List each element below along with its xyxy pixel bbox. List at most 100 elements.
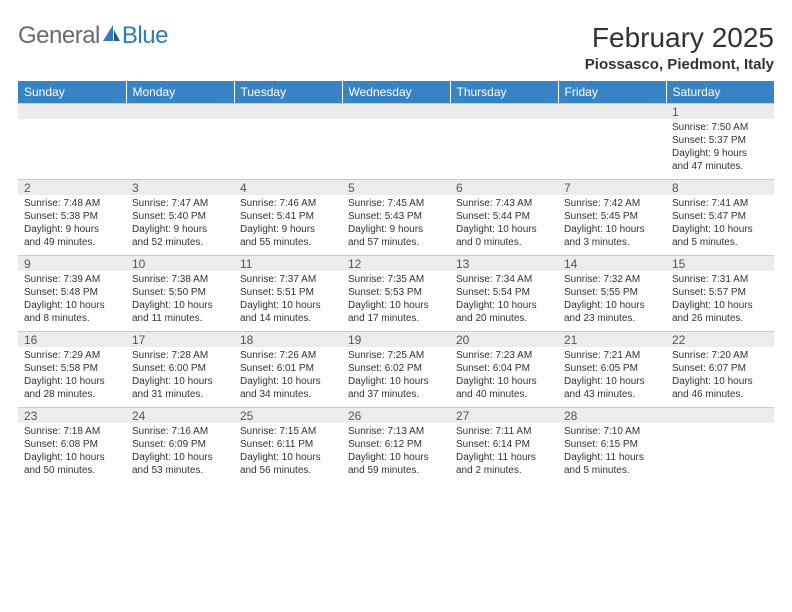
detail-line: Sunset: 5:48 PM xyxy=(24,286,120,299)
detail-line: Sunset: 5:47 PM xyxy=(672,210,768,223)
week-row: 2Sunrise: 7:48 AMSunset: 5:38 PMDaylight… xyxy=(18,179,774,255)
detail-line: and 5 minutes. xyxy=(672,236,768,249)
day-number: 19 xyxy=(342,331,450,347)
detail-line: Daylight: 10 hours xyxy=(564,299,660,312)
detail-line: and 28 minutes. xyxy=(24,388,120,401)
day-cell: 22Sunrise: 7:20 AMSunset: 6:07 PMDayligh… xyxy=(666,331,774,407)
day-details: Sunrise: 7:34 AMSunset: 5:54 PMDaylight:… xyxy=(450,271,558,331)
day-cell: 5Sunrise: 7:45 AMSunset: 5:43 PMDaylight… xyxy=(342,179,450,255)
day-number: 7 xyxy=(558,179,666,195)
day-details: Sunrise: 7:25 AMSunset: 6:02 PMDaylight:… xyxy=(342,347,450,407)
detail-line xyxy=(672,451,768,464)
day-cell xyxy=(558,103,666,179)
detail-line: Sunrise: 7:43 AM xyxy=(456,197,552,210)
day-details: Sunrise: 7:46 AMSunset: 5:41 PMDaylight:… xyxy=(234,195,342,255)
day-cell: 11Sunrise: 7:37 AMSunset: 5:51 PMDayligh… xyxy=(234,255,342,331)
detail-line: Sunset: 5:44 PM xyxy=(456,210,552,223)
day-number: 15 xyxy=(666,255,774,271)
detail-line: and 2 minutes. xyxy=(456,464,552,477)
detail-line: Sunrise: 7:35 AM xyxy=(348,273,444,286)
day-number: 2 xyxy=(18,179,126,195)
detail-line: Sunset: 5:55 PM xyxy=(564,286,660,299)
day-number: 21 xyxy=(558,331,666,347)
week-row: 23Sunrise: 7:18 AMSunset: 6:08 PMDayligh… xyxy=(18,407,774,483)
detail-line: and 55 minutes. xyxy=(240,236,336,249)
day-details: Sunrise: 7:42 AMSunset: 5:45 PMDaylight:… xyxy=(558,195,666,255)
day-cell: 3Sunrise: 7:47 AMSunset: 5:40 PMDaylight… xyxy=(126,179,234,255)
day-number xyxy=(234,103,342,119)
detail-line: and 8 minutes. xyxy=(24,312,120,325)
detail-line: Sunset: 6:05 PM xyxy=(564,362,660,375)
detail-line xyxy=(564,160,660,173)
detail-line: Sunrise: 7:20 AM xyxy=(672,349,768,362)
day-cell xyxy=(450,103,558,179)
day-details xyxy=(234,119,342,179)
day-number: 5 xyxy=(342,179,450,195)
detail-line xyxy=(672,438,768,451)
day-number: 17 xyxy=(126,331,234,347)
detail-line xyxy=(564,121,660,134)
day-number xyxy=(126,103,234,119)
day-details: Sunrise: 7:29 AMSunset: 5:58 PMDaylight:… xyxy=(18,347,126,407)
sail-icon xyxy=(100,23,122,50)
day-cell xyxy=(666,407,774,483)
detail-line: Sunset: 6:09 PM xyxy=(132,438,228,451)
detail-line: and 47 minutes. xyxy=(672,160,768,173)
detail-line: Sunset: 6:00 PM xyxy=(132,362,228,375)
detail-line: Sunset: 6:07 PM xyxy=(672,362,768,375)
day-cell: 16Sunrise: 7:29 AMSunset: 5:58 PMDayligh… xyxy=(18,331,126,407)
detail-line: and 34 minutes. xyxy=(240,388,336,401)
detail-line: Daylight: 10 hours xyxy=(348,299,444,312)
detail-line: Daylight: 9 hours xyxy=(672,147,768,160)
day-details xyxy=(18,119,126,179)
day-details xyxy=(342,119,450,179)
detail-line xyxy=(672,425,768,438)
detail-line: Sunset: 5:45 PM xyxy=(564,210,660,223)
detail-line: Daylight: 10 hours xyxy=(672,375,768,388)
day-number xyxy=(450,103,558,119)
day-cell: 12Sunrise: 7:35 AMSunset: 5:53 PMDayligh… xyxy=(342,255,450,331)
detail-line: and 20 minutes. xyxy=(456,312,552,325)
detail-line xyxy=(348,147,444,160)
day-number: 3 xyxy=(126,179,234,195)
detail-line: Daylight: 10 hours xyxy=(564,375,660,388)
day-cell: 7Sunrise: 7:42 AMSunset: 5:45 PMDaylight… xyxy=(558,179,666,255)
detail-line xyxy=(564,134,660,147)
detail-line: Daylight: 10 hours xyxy=(672,299,768,312)
day-details: Sunrise: 7:15 AMSunset: 6:11 PMDaylight:… xyxy=(234,423,342,483)
detail-line: Sunrise: 7:39 AM xyxy=(24,273,120,286)
detail-line: and 14 minutes. xyxy=(240,312,336,325)
day-cell: 2Sunrise: 7:48 AMSunset: 5:38 PMDaylight… xyxy=(18,179,126,255)
detail-line: Sunset: 5:50 PM xyxy=(132,286,228,299)
day-cell: 25Sunrise: 7:15 AMSunset: 6:11 PMDayligh… xyxy=(234,407,342,483)
day-cell xyxy=(234,103,342,179)
day-details: Sunrise: 7:43 AMSunset: 5:44 PMDaylight:… xyxy=(450,195,558,255)
location: Piossasco, Piedmont, Italy xyxy=(585,56,774,73)
detail-line: and 53 minutes. xyxy=(132,464,228,477)
detail-line: Sunset: 6:04 PM xyxy=(456,362,552,375)
day-details xyxy=(666,423,774,483)
day-details: Sunrise: 7:37 AMSunset: 5:51 PMDaylight:… xyxy=(234,271,342,331)
day-details: Sunrise: 7:13 AMSunset: 6:12 PMDaylight:… xyxy=(342,423,450,483)
day-number: 11 xyxy=(234,255,342,271)
detail-line: Daylight: 10 hours xyxy=(24,451,120,464)
detail-line xyxy=(456,134,552,147)
day-number: 12 xyxy=(342,255,450,271)
detail-line: Sunrise: 7:18 AM xyxy=(24,425,120,438)
day-cell: 18Sunrise: 7:26 AMSunset: 6:01 PMDayligh… xyxy=(234,331,342,407)
detail-line: Sunrise: 7:34 AM xyxy=(456,273,552,286)
detail-line: and 43 minutes. xyxy=(564,388,660,401)
detail-line: and 49 minutes. xyxy=(24,236,120,249)
col-thursday: Thursday xyxy=(450,81,558,103)
day-number: 16 xyxy=(18,331,126,347)
logo: General Blue xyxy=(18,22,168,50)
detail-line xyxy=(672,464,768,477)
detail-line xyxy=(24,121,120,134)
weekday-header-row: Sunday Monday Tuesday Wednesday Thursday… xyxy=(18,81,774,103)
day-cell: 26Sunrise: 7:13 AMSunset: 6:12 PMDayligh… xyxy=(342,407,450,483)
detail-line: and 3 minutes. xyxy=(564,236,660,249)
day-details: Sunrise: 7:18 AMSunset: 6:08 PMDaylight:… xyxy=(18,423,126,483)
detail-line: Sunrise: 7:48 AM xyxy=(24,197,120,210)
day-details: Sunrise: 7:39 AMSunset: 5:48 PMDaylight:… xyxy=(18,271,126,331)
day-number xyxy=(558,103,666,119)
